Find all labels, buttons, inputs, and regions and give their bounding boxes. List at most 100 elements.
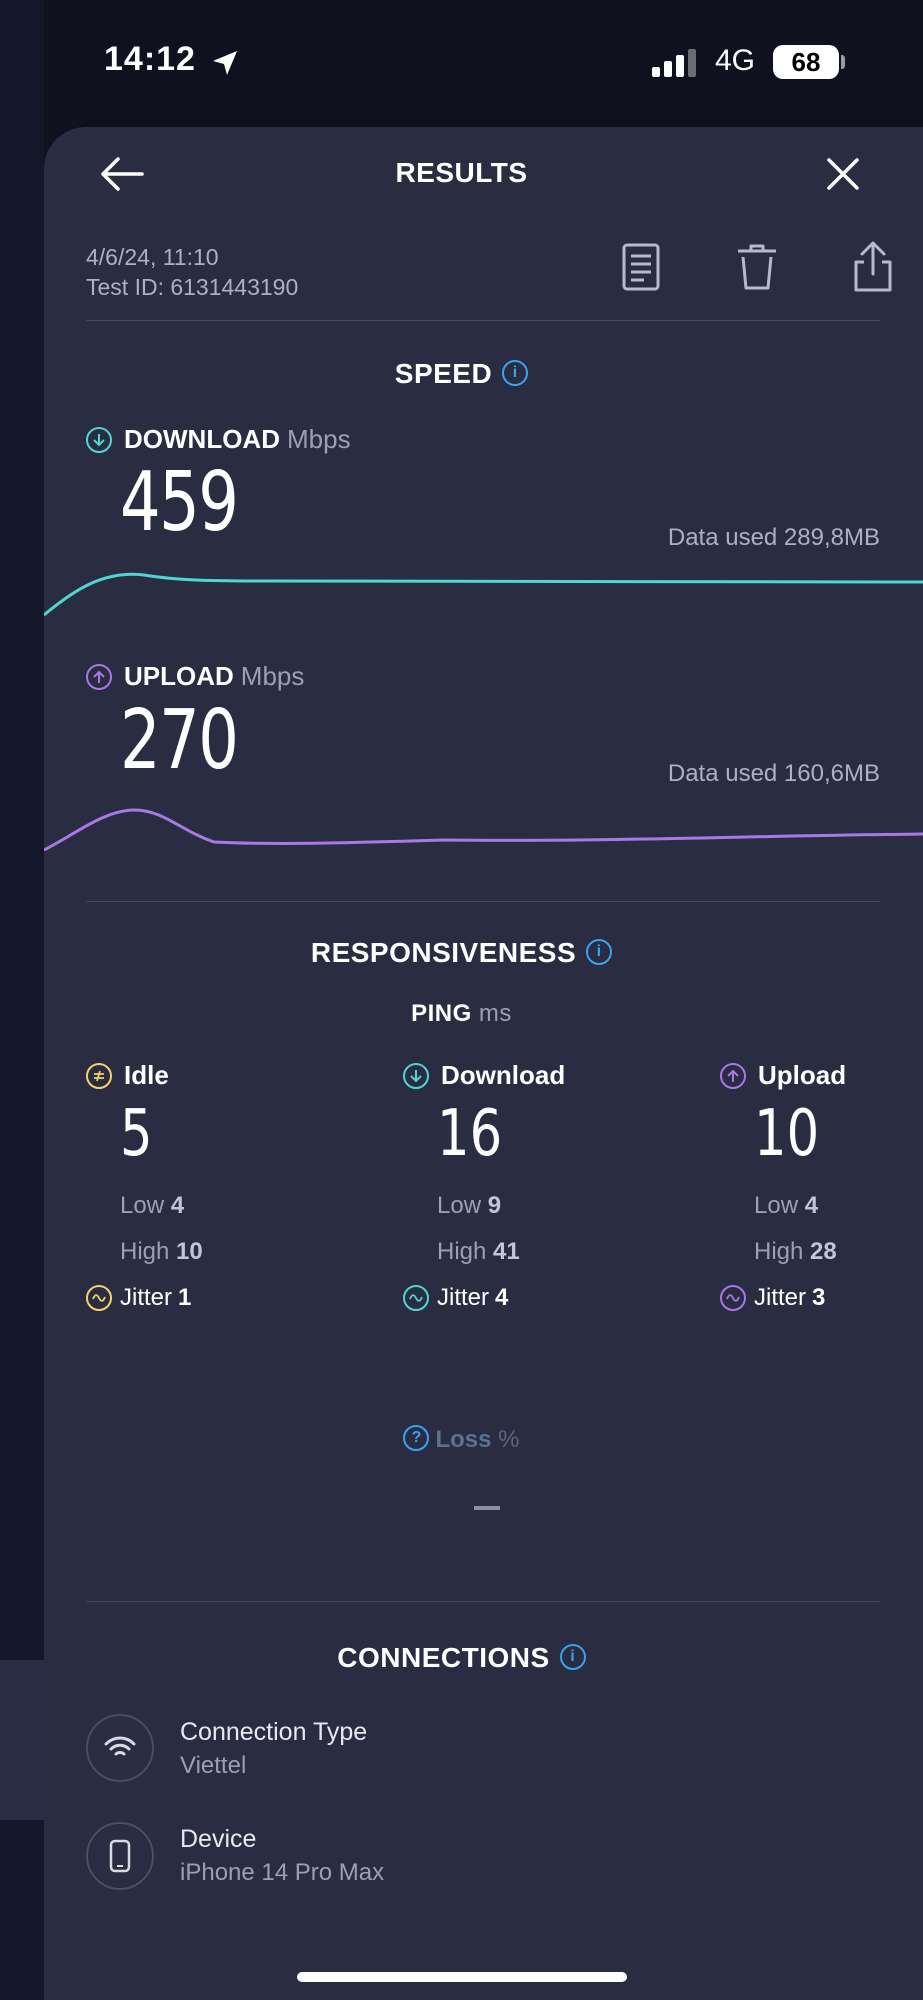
speed-heading-text: SPEED [394,358,493,389]
ping-label: PING [411,1000,472,1027]
ping-upload-label: Upload [720,1060,846,1091]
high-label: High [754,1238,804,1265]
low-value: 4 [170,1192,185,1219]
close-icon [827,158,859,190]
upload-name: Upload [758,1060,847,1090]
status-time: 14:12 [104,40,196,78]
high-value: 28 [810,1238,837,1265]
jitter-label: Jitter [120,1284,173,1311]
ping-download-value: 16 [437,1097,503,1171]
page-title: RESULTS [395,157,528,188]
jitter-label: Jitter [754,1284,807,1311]
packet-loss-label: ? Loss % [0,1424,923,1454]
ping-upload-jitter: Jitter 3 [720,1284,825,1312]
battery-level: 68 [773,45,839,79]
jitter-value: 4 [495,1284,509,1311]
download-speed-graph [44,572,923,617]
high-label: High [120,1238,170,1265]
download-name: Download [441,1060,566,1090]
upload-label-text: UPLOAD [124,661,234,691]
ping-upload-high: High 28 [754,1238,837,1266]
connection-type-title: Connection Type [180,1718,368,1746]
arrow-left-icon [101,157,144,191]
low-label: Low [437,1192,482,1219]
ping-idle-label: Idle [86,1060,169,1091]
upload-unit: Mbps [240,661,305,691]
high-label: High [437,1238,487,1265]
info-icon[interactable]: i [559,1643,586,1670]
upload-speed-graph [44,808,923,852]
loss-unit: % [498,1426,520,1453]
help-icon[interactable]: ? [403,1424,430,1451]
home-indicator[interactable] [297,1972,627,1982]
high-value: 10 [176,1238,203,1265]
jitter-label: Jitter [437,1284,490,1311]
responsiveness-heading: RESPONSIVENESS i [0,937,923,969]
ping-heading: PING ms [0,1000,923,1028]
ping-download-jitter: Jitter 4 [403,1284,508,1312]
test-date: 4/6/24, 11:10 [86,244,219,270]
ping-download-label: Download [403,1060,565,1091]
jitter-icon [720,1285,746,1311]
phone-icon [86,1822,154,1890]
close-button[interactable] [815,148,871,200]
upload-label: UPLOAD Mbps [86,661,304,692]
background-card [0,1660,44,1820]
upload-arrow-icon [86,663,112,690]
ping-idle-column: Idle [86,1060,169,1091]
download-label: DOWNLOAD Mbps [86,424,351,455]
ping-download-low: Low 9 [437,1192,501,1220]
divider [86,320,880,321]
back-button[interactable] [92,148,152,200]
download-unit: Mbps [286,424,351,454]
upload-speed-value: 270 [120,693,239,788]
ping-upload-low: Low 4 [754,1192,818,1220]
cellular-signal-icon [652,49,696,77]
jitter-icon [86,1285,112,1311]
low-value: 9 [487,1192,502,1219]
ping-idle-high: High 10 [120,1238,203,1266]
ping-idle-value: 5 [120,1097,153,1171]
download-data-used: Data used 289,8MB [667,524,880,551]
connections-heading-text: CONNECTIONS [337,1642,550,1673]
device-value: iPhone 14 Pro Max [180,1859,385,1886]
divider [86,901,880,902]
low-value: 4 [804,1192,819,1219]
high-value: 41 [493,1238,520,1265]
document-icon[interactable] [618,242,664,292]
download-label-text: DOWNLOAD [124,424,280,454]
ping-idle-low: Low 4 [120,1192,184,1220]
jitter-value: 1 [178,1284,192,1311]
low-label: Low [120,1192,165,1219]
share-icon[interactable] [850,240,896,294]
ping-upload-value: 10 [754,1097,820,1171]
trash-icon[interactable] [734,242,780,292]
device-title: Device [180,1825,257,1853]
download-speed-value: 459 [120,455,239,550]
info-icon[interactable]: i [502,359,529,386]
test-id: Test ID: 6131443190 [86,274,299,300]
jitter-icon [403,1285,429,1311]
ping-idle-jitter: Jitter 1 [86,1284,191,1312]
results-sheet [44,127,923,2000]
download-arrow-icon [403,1062,429,1089]
network-type: 4G [715,44,756,77]
connections-heading: CONNECTIONS i [0,1642,923,1674]
download-arrow-icon [86,426,112,453]
ping-download-high: High 41 [437,1238,520,1266]
divider [86,1601,880,1602]
battery-tip [841,55,845,69]
location-arrow-icon [213,51,237,75]
low-label: Low [754,1192,799,1219]
ping-download-column: Download [403,1060,565,1091]
info-icon[interactable]: i [586,938,613,965]
upload-arrow-icon [720,1062,746,1089]
idle-icon [86,1062,112,1089]
responsiveness-heading-text: RESPONSIVENESS [310,937,577,968]
connection-type-value: Viettel [180,1752,247,1779]
ping-upload-column: Upload [720,1060,846,1091]
ping-unit: ms [478,1000,512,1027]
wifi-icon [86,1714,154,1782]
jitter-value: 3 [812,1284,826,1311]
idle-name: Idle [124,1060,169,1090]
